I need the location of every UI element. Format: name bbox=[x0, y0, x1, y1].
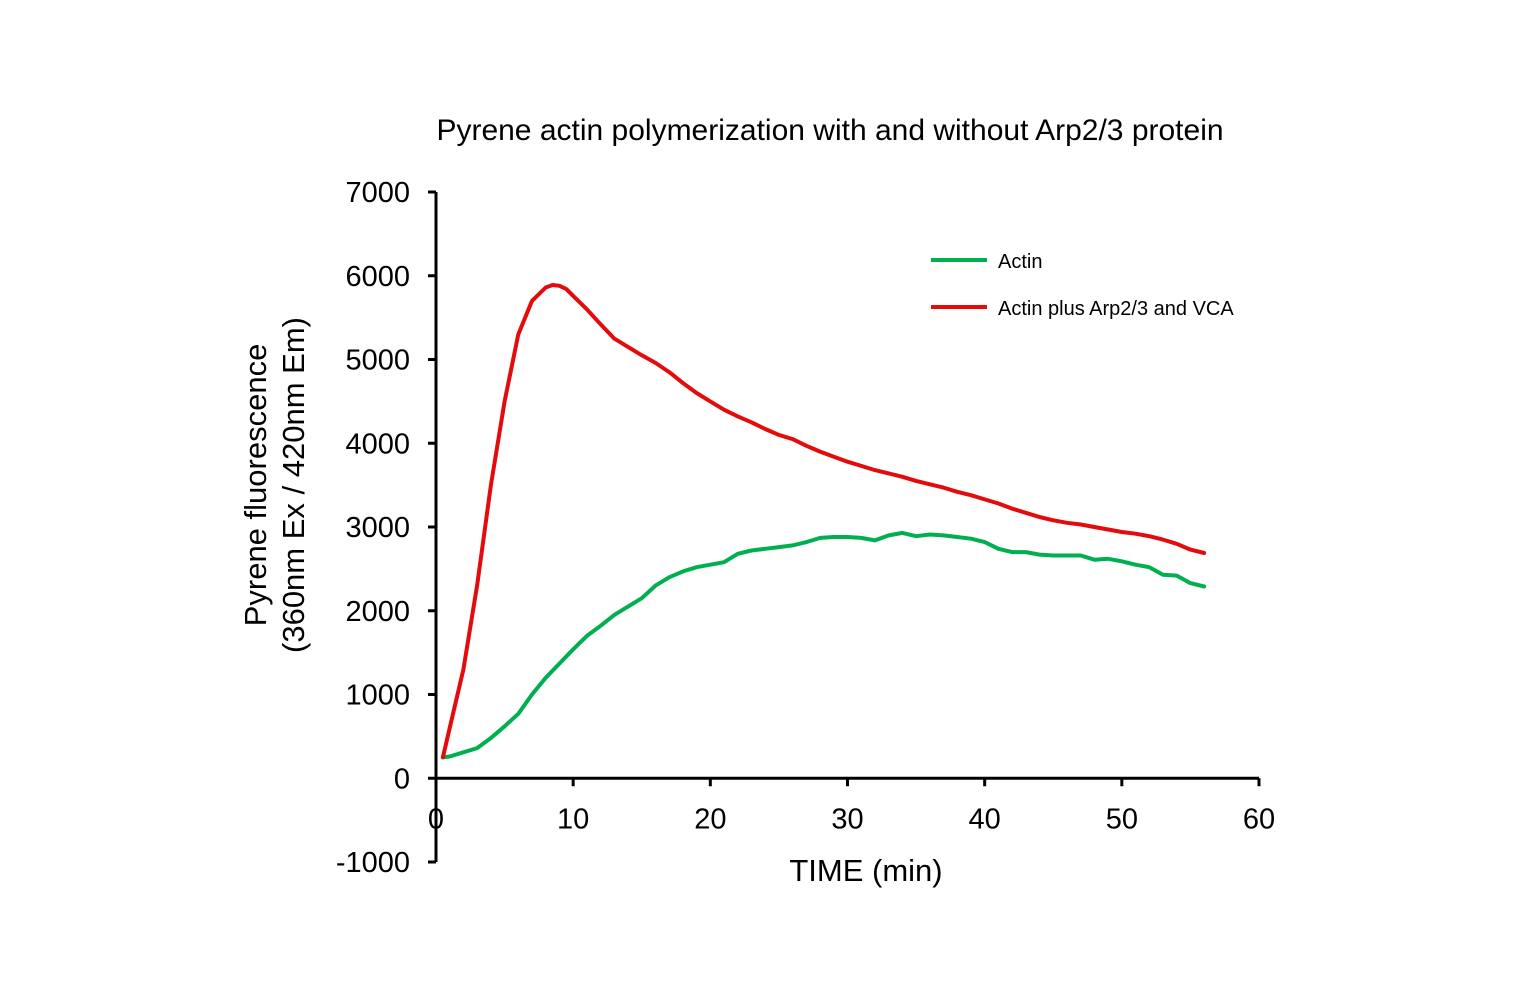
x-tick-label: 10 bbox=[557, 803, 589, 835]
legend-label: Actin bbox=[998, 251, 1042, 273]
x-tick-label: 30 bbox=[831, 803, 863, 835]
x-tick-label: 60 bbox=[1243, 803, 1275, 835]
y-tick-label: 0 bbox=[394, 763, 410, 795]
x-tick-label: 40 bbox=[969, 803, 1001, 835]
x-tick-label: 50 bbox=[1106, 803, 1138, 835]
x-axis-label: TIME (min) bbox=[789, 853, 942, 888]
y-axis-label: Pyrene fluorescence (360nm Ex / 420nm Em… bbox=[238, 317, 311, 653]
y-tick-label: 2000 bbox=[345, 596, 410, 628]
series-lines bbox=[440, 283, 1207, 760]
y-tick-label: 5000 bbox=[345, 345, 410, 377]
y-tick-label: 4000 bbox=[345, 428, 410, 460]
y-tick-label: 6000 bbox=[345, 261, 410, 293]
y-tick-label: 3000 bbox=[345, 512, 410, 544]
series-line-actin-arp23-vca bbox=[440, 283, 1207, 760]
x-tick-label: 0 bbox=[428, 803, 444, 835]
y-tick-label: 1000 bbox=[345, 680, 410, 712]
legend: Actin Actin plus Arp2/3 and VCA bbox=[931, 251, 1234, 320]
y-axis-label-line-1: Pyrene fluorescence bbox=[238, 344, 273, 627]
y-tick-label: 7000 bbox=[345, 177, 410, 209]
x-tick-label: 20 bbox=[694, 803, 726, 835]
chart-title: Pyrene actin polymerization with and wit… bbox=[436, 114, 1223, 147]
y-axis-label-line-2: (360nm Ex / 420nm Em) bbox=[276, 317, 311, 653]
tick-labels: -1000 0 1000 2000 3000 4000 5000 6000 7000 0 10 20 3… bbox=[336, 177, 1275, 879]
series-line-actin bbox=[440, 530, 1207, 760]
y-tick-label: -1000 bbox=[336, 847, 410, 879]
legend-label: Actin plus Arp2/3 and VCA bbox=[998, 298, 1234, 320]
axes bbox=[428, 190, 1261, 864]
